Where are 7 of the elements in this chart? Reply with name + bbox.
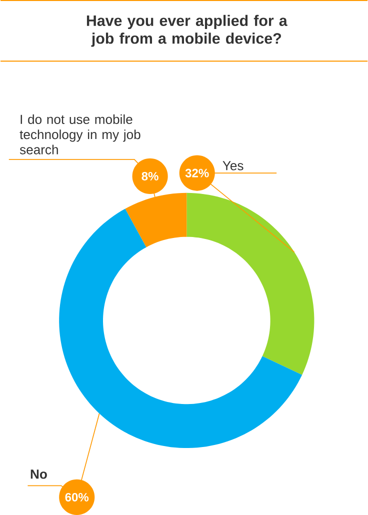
chart-title: Have you ever applied for a job from a mobile device?: [86, 14, 288, 47]
data-label: 32%: [185, 168, 209, 178]
data-label: 60%: [65, 492, 89, 502]
slice-label: No: [30, 470, 47, 479]
slice-label: I do not use mobile technology in my job search: [20, 114, 140, 154]
slice-label: Yes: [222, 161, 244, 170]
data-label: 8%: [142, 172, 158, 180]
